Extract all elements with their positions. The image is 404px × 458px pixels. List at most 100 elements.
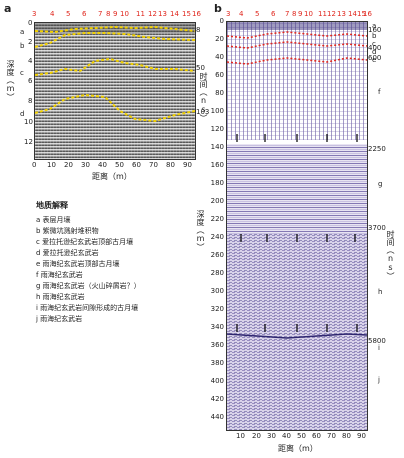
legend-item: j 雨海纪玄武岩 bbox=[36, 315, 83, 323]
panel-a-top-number: 15 bbox=[182, 10, 191, 18]
panel-b-depth-tick: 340 bbox=[210, 323, 224, 331]
panel-a-label: a bbox=[4, 2, 12, 15]
panel-b-layer-letter: j bbox=[378, 376, 380, 384]
panel-a-layer-letter: d bbox=[20, 110, 25, 118]
panel-a-top-number: 4 bbox=[50, 10, 55, 18]
panel-a-ylabel-left: 深度（m） bbox=[6, 60, 15, 101]
panel-b-depth-tick: 0 bbox=[219, 17, 224, 25]
panel-a-top-numbers: 3 4 5 6 7 8 9 10 11 12 13 14 15 16 bbox=[32, 10, 201, 20]
panel-b-depth-tick: 120 bbox=[210, 125, 224, 133]
panel-a-depth-tick: 2 bbox=[28, 38, 33, 46]
panel-b-layer-letter: g bbox=[378, 180, 383, 188]
boundary-d-red bbox=[227, 57, 367, 65]
panel-b-depth-tick: 80 bbox=[215, 89, 224, 97]
panel-a-time-tick: 50 bbox=[196, 64, 205, 72]
panel-a-top-number: 12 bbox=[148, 10, 157, 18]
legend-item: a 表层月壤 bbox=[36, 216, 71, 224]
legend-item: e 雨海纪玄武岩顶部古月壤 bbox=[36, 260, 120, 268]
panel-b-time-tick: 3700 bbox=[368, 224, 386, 232]
panel-b-time-tick: 400 bbox=[368, 44, 382, 52]
panel-b-layer-letter: h bbox=[378, 288, 383, 296]
panel-a-x-ticks: 0 10 20 30 40 50 60 70 80 90 bbox=[32, 161, 202, 171]
panel-a-top-number: 3 bbox=[32, 10, 37, 18]
panel-b-layer-letter: e bbox=[372, 56, 377, 64]
panel-a-top-number: 13 bbox=[158, 10, 167, 18]
panel-b-x-tick: 30 bbox=[267, 432, 276, 440]
panel-b-x-ticks: 10 20 30 40 50 60 70 80 90 bbox=[226, 432, 376, 442]
panel-b-top-number: 13 bbox=[337, 10, 346, 18]
panel-b-depth-tick: 440 bbox=[210, 413, 224, 421]
panel-a-x-tick: 70 bbox=[149, 161, 158, 169]
panel-b-depth-tick: 180 bbox=[210, 179, 224, 187]
panel-b-depth-ticks: 0 20 40 60 80 100 120 140 160 180 200 22… bbox=[206, 17, 226, 431]
panel-b-radargram bbox=[226, 21, 368, 431]
panel-b-top-number: 16 bbox=[363, 10, 372, 18]
legend-item: f 雨海纪玄武岩 bbox=[36, 271, 83, 279]
panel-a-x-tick: 30 bbox=[81, 161, 90, 169]
panel-a-layer-letter: a bbox=[20, 28, 25, 36]
panel-b-top-number: 10 bbox=[304, 10, 313, 18]
boundary-c bbox=[35, 57, 195, 76]
panel-b-label: b bbox=[214, 2, 222, 15]
panel-a-x-tick: 20 bbox=[64, 161, 73, 169]
panel-b-top-number: 6 bbox=[271, 10, 276, 18]
panel-b-top-number: 8 bbox=[292, 10, 297, 18]
panel-a-radargram bbox=[34, 22, 196, 160]
panel-a-x-tick: 40 bbox=[98, 161, 107, 169]
panel-a-top-number: 16 bbox=[192, 10, 201, 18]
panel-a-depth-tick: 8 bbox=[28, 97, 33, 105]
panel-b-x-tick: 40 bbox=[282, 432, 291, 440]
panel-b-top-number: 11 bbox=[318, 10, 327, 18]
panel-b-x-tick: 20 bbox=[252, 432, 261, 440]
panel-b-depth-tick: 200 bbox=[210, 197, 224, 205]
panel-b-layer-letter: i bbox=[378, 344, 380, 352]
panel-a-time-tick: 8 bbox=[196, 26, 201, 34]
panel-b-time-tick: 160 bbox=[368, 26, 382, 34]
panel-b-top-number: 4 bbox=[239, 10, 244, 18]
panel-b-top-number: 14 bbox=[348, 10, 357, 18]
panel-b-top-number: 3 bbox=[226, 10, 231, 18]
panel-b-xlabel: 距离（m） bbox=[278, 444, 318, 453]
panel-b-depth-tick: 160 bbox=[210, 161, 224, 169]
legend-item: h 雨海纪玄武岩 bbox=[36, 293, 85, 301]
panel-b-layer-letter: b bbox=[372, 32, 377, 40]
horizon-ticks-i bbox=[236, 324, 358, 332]
panel-a-top-number: 6 bbox=[82, 10, 87, 18]
panel-a-xlabel: 距离（m） bbox=[92, 172, 132, 181]
panel-a-layer-letter: b bbox=[20, 42, 25, 50]
panel-b-time-tick: 5800 bbox=[368, 337, 386, 345]
boundary-b-red bbox=[227, 31, 367, 39]
legend-item: i 雨海纪玄武岩间隙形成的古月壤 bbox=[36, 304, 139, 312]
panel-a-x-tick: 90 bbox=[183, 161, 192, 169]
panel-a-depth-tick: 4 bbox=[28, 57, 33, 65]
panel-a-depth-tick: 0 bbox=[28, 19, 33, 27]
panel-a-radar-svg bbox=[35, 23, 195, 159]
panel-a-top-number: 14 bbox=[170, 10, 179, 18]
horizon-ticks-g bbox=[240, 234, 356, 242]
panel-b-depth-tick: 300 bbox=[210, 287, 224, 295]
legend-item: b 紫微坑溅射堆积物 bbox=[36, 227, 99, 235]
panel-b-x-tick: 70 bbox=[327, 432, 336, 440]
panel-b-depth-tick: 220 bbox=[210, 215, 224, 223]
legend-title: 地质解释 bbox=[36, 201, 68, 210]
panel-b-top-number: 15 bbox=[357, 10, 366, 18]
panel-a-x-tick: 80 bbox=[166, 161, 175, 169]
panel-b-top-numbers: 3 4 5 6 7 8 9 10 11 12 13 14 15 16 bbox=[226, 10, 372, 20]
panel-a-top-number: 5 bbox=[66, 10, 71, 18]
panel-b-layer-letter: a bbox=[372, 22, 377, 30]
horizon-i-line bbox=[227, 333, 367, 339]
panel-b-layer-letter: c bbox=[372, 40, 376, 48]
panel-a-x-tick: 60 bbox=[132, 161, 141, 169]
panel-b-top-number: 9 bbox=[298, 10, 303, 18]
panel-b-top-number: 7 bbox=[285, 10, 290, 18]
boundary-b bbox=[35, 32, 195, 48]
legend-item: g 雨海纪玄武岩（火山碎屑岩？） bbox=[36, 282, 141, 290]
legend-item: c 爱拉托逊纪玄武岩顶部古月壤 bbox=[36, 238, 134, 246]
boundary-d bbox=[35, 93, 195, 123]
panel-b-depth-tick: 380 bbox=[210, 359, 224, 367]
panel-b-ylabel-left: 深度（m） bbox=[196, 210, 205, 251]
panel-b-time-tick: 2250 bbox=[368, 145, 386, 153]
panel-b-depth-tick: 100 bbox=[210, 107, 224, 115]
panel-b-top-number: 12 bbox=[327, 10, 336, 18]
panel-b-depth-tick: 320 bbox=[210, 305, 224, 313]
